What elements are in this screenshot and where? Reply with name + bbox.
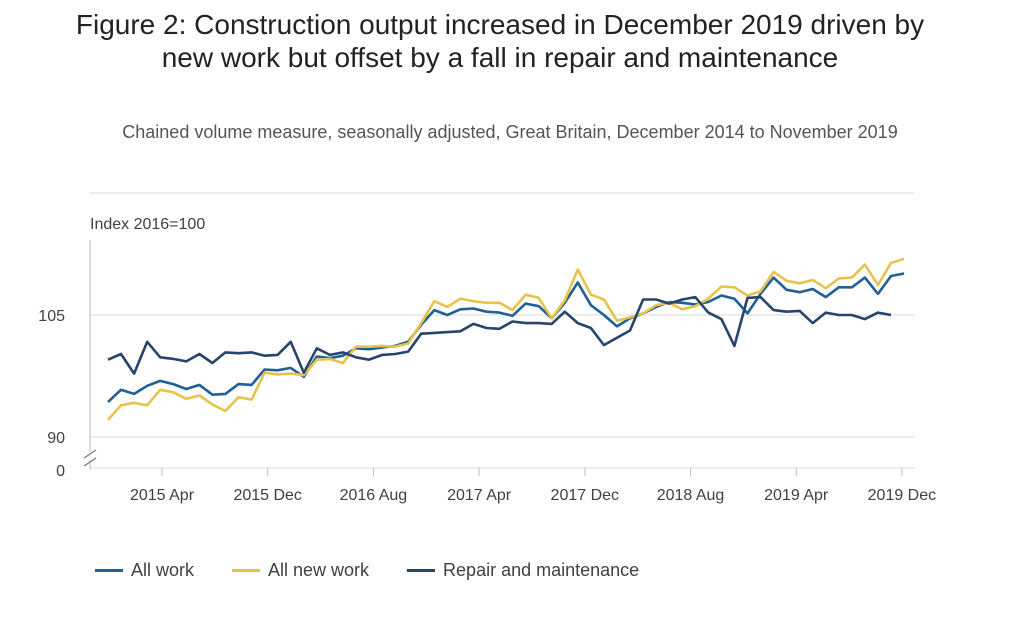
legend: All work All new work Repair and maintenan… [95,560,677,581]
x-tick-label: 2018 Aug [657,487,725,504]
x-tick-label: 2015 Dec [233,487,302,504]
x-tick-label: 2017 Dec [551,487,620,504]
axis-break-mark [83,449,97,459]
chart-title: Figure 2: Construction output increased … [75,9,925,73]
series-line-repair-and-maintenance [107,295,892,375]
y-tick-label: 105 [38,308,65,325]
legend-label: Repair and maintenance [443,560,640,580]
legend-item[interactable]: All work [95,560,194,581]
series-lines [107,257,905,421]
y-axis-label: Index 2016=100 [90,216,205,233]
x-tick-label: 2015 Apr [130,487,195,504]
y-tick-label: 90 [47,430,65,447]
x-tick-label: 2017 Apr [447,487,512,504]
legend-item[interactable]: Repair and maintenance [407,560,639,581]
series-line-all-work [107,272,905,403]
legend-item[interactable]: All new work [232,560,369,581]
gridlines [90,192,915,469]
x-tick-label: 2019 Dec [868,487,937,504]
axis-break-mark [83,457,97,467]
legend-swatch [95,569,123,572]
axes: 0 90 105 2015 Apr 2015 Dec 2016 Aug 2017 Apr 20… [38,240,936,504]
legend-label: All work [131,560,195,580]
x-tick-label: 2019 Apr [764,487,829,504]
legend-label: All new work [268,560,370,580]
legend-swatch [232,569,261,572]
legend-swatch [407,569,436,572]
y-tick-label: 0 [56,463,65,480]
chart-subtitle: Chained volume measure, seasonally adjus… [122,122,898,142]
x-tick-label: 2016 Aug [340,487,408,504]
series-line-all-new-work [107,257,905,421]
